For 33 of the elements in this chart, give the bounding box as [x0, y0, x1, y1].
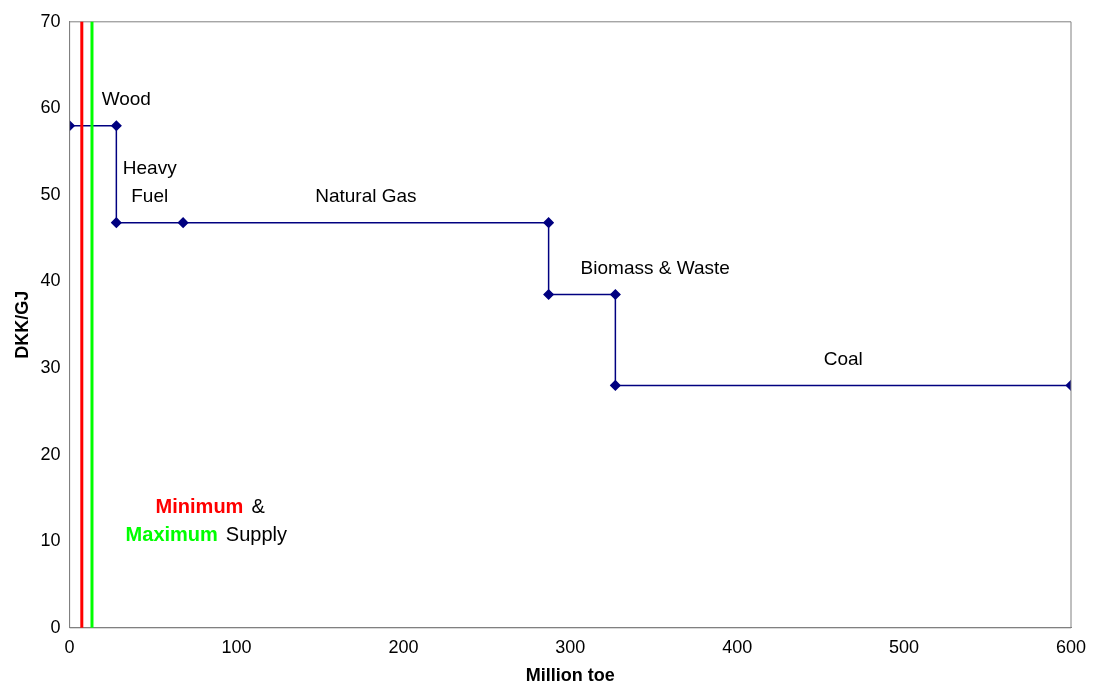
annotation: Natural Gas	[315, 184, 417, 206]
y-tick-label: 70	[40, 10, 61, 31]
y-axis-title: DKK/GJ	[11, 290, 32, 359]
ref-line-label: Maximum	[125, 523, 218, 546]
x-tick-label: 500	[889, 636, 920, 657]
x-tick-label: 0	[64, 636, 75, 657]
y-tick-label: 20	[40, 443, 61, 464]
x-tick-label: 600	[1055, 636, 1087, 657]
point	[177, 217, 189, 228]
point	[543, 217, 554, 228]
y-tick-label: 50	[40, 183, 61, 204]
x-axis-title: Million toe	[525, 665, 615, 686]
annotation: &	[251, 495, 266, 518]
y-tick-label: 30	[40, 357, 61, 378]
annotation: Biomass & Waste	[580, 256, 730, 278]
annotation: Coal	[823, 347, 863, 369]
annotation: Heavy Fuel	[122, 156, 178, 206]
annotation: Wood	[101, 87, 151, 109]
x-tick-label: 400	[722, 636, 753, 657]
point	[111, 120, 122, 131]
point	[610, 380, 621, 391]
x-tick-label: 300	[555, 636, 586, 657]
y-tick-label: 40	[40, 270, 61, 291]
point	[111, 217, 122, 228]
point	[543, 289, 554, 300]
y-tick-label: 0	[50, 616, 61, 637]
point	[610, 289, 621, 300]
ref-line-label: Minimum	[155, 495, 244, 518]
y-tick-label: 60	[40, 97, 61, 118]
x-tick-label: 200	[388, 636, 419, 657]
annotation: Supply	[225, 523, 288, 546]
x-tick-label: 100	[221, 636, 252, 657]
y-tick-label: 10	[40, 530, 61, 551]
